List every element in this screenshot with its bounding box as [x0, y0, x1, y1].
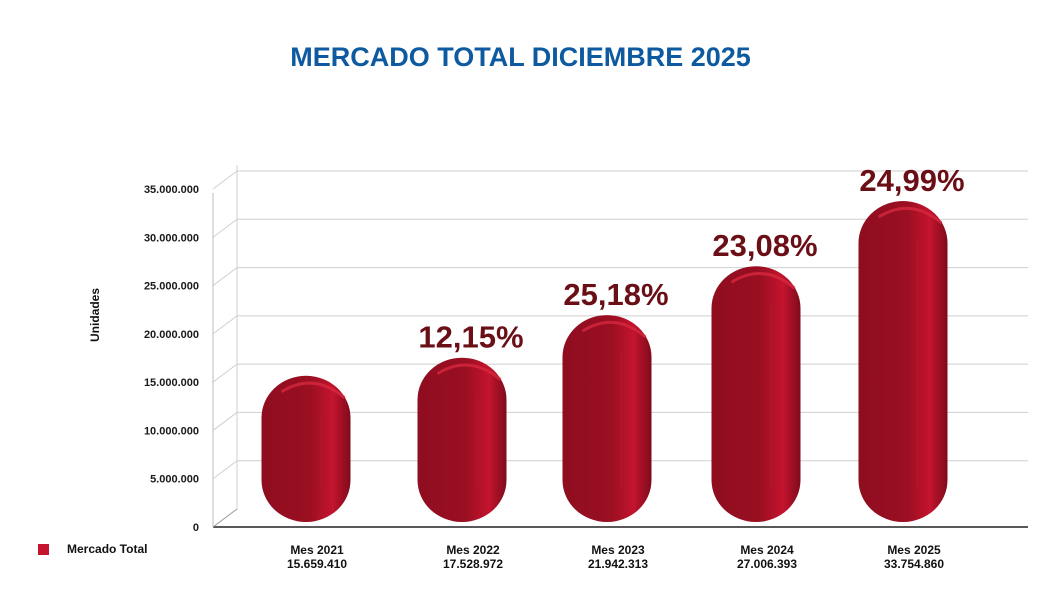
y-tick-label: 10.000.000	[144, 425, 199, 437]
bar	[261, 375, 351, 522]
legend-label: Mercado Total	[67, 542, 147, 556]
bar	[858, 201, 948, 523]
y-tick-label: 30.000.000	[144, 232, 199, 244]
y-axis-label: Unidades	[88, 288, 102, 342]
y-tick-label: 5.000.000	[150, 474, 199, 486]
y-tick-label: 0	[193, 522, 199, 534]
value-label: 15.659.410	[287, 557, 347, 571]
y-axis-ticks: 0 5.000.000 10.000.000 15.000.000 20.000.000…	[144, 184, 199, 534]
growth-label: 12,15%	[418, 320, 523, 355]
bar	[711, 266, 801, 522]
value-label: 17.528.972	[443, 557, 503, 571]
bar-highlight	[877, 206, 943, 225]
growth-label: 23,08%	[712, 228, 817, 263]
bar-highlight	[581, 320, 647, 339]
bar	[562, 315, 652, 522]
y-tick-label: 35.000.000	[144, 184, 199, 196]
bars	[261, 201, 948, 523]
chart-title: MERCADO TOTAL DICIEMBRE 2025	[290, 42, 751, 72]
value-label: 21.942.313	[588, 557, 648, 571]
growth-label: 25,18%	[563, 277, 668, 312]
y-tick-label: 20.000.000	[144, 329, 199, 341]
bar-highlight	[730, 272, 796, 290]
y-tick-label: 25.000.000	[144, 281, 199, 293]
legend-swatch	[38, 544, 49, 555]
y-tick-label: 15.000.000	[144, 377, 199, 389]
x-tick-label: Mes 2023	[591, 543, 645, 557]
floor-edge	[212, 508, 238, 528]
value-label: 33.754.860	[884, 557, 944, 571]
x-tick-label: Mes 2021	[290, 543, 344, 557]
x-tick-label: Mes 2024	[740, 543, 794, 557]
bar	[417, 357, 507, 522]
x-tick-label: Mes 2022	[446, 543, 500, 557]
bar-highlight	[436, 363, 502, 381]
bar-highlight	[280, 381, 346, 399]
legend: Mercado Total	[38, 542, 147, 556]
value-label: 27.006.393	[737, 557, 797, 571]
growth-label: 24,99%	[859, 163, 964, 198]
x-tick-label: Mes 2025	[887, 543, 941, 557]
